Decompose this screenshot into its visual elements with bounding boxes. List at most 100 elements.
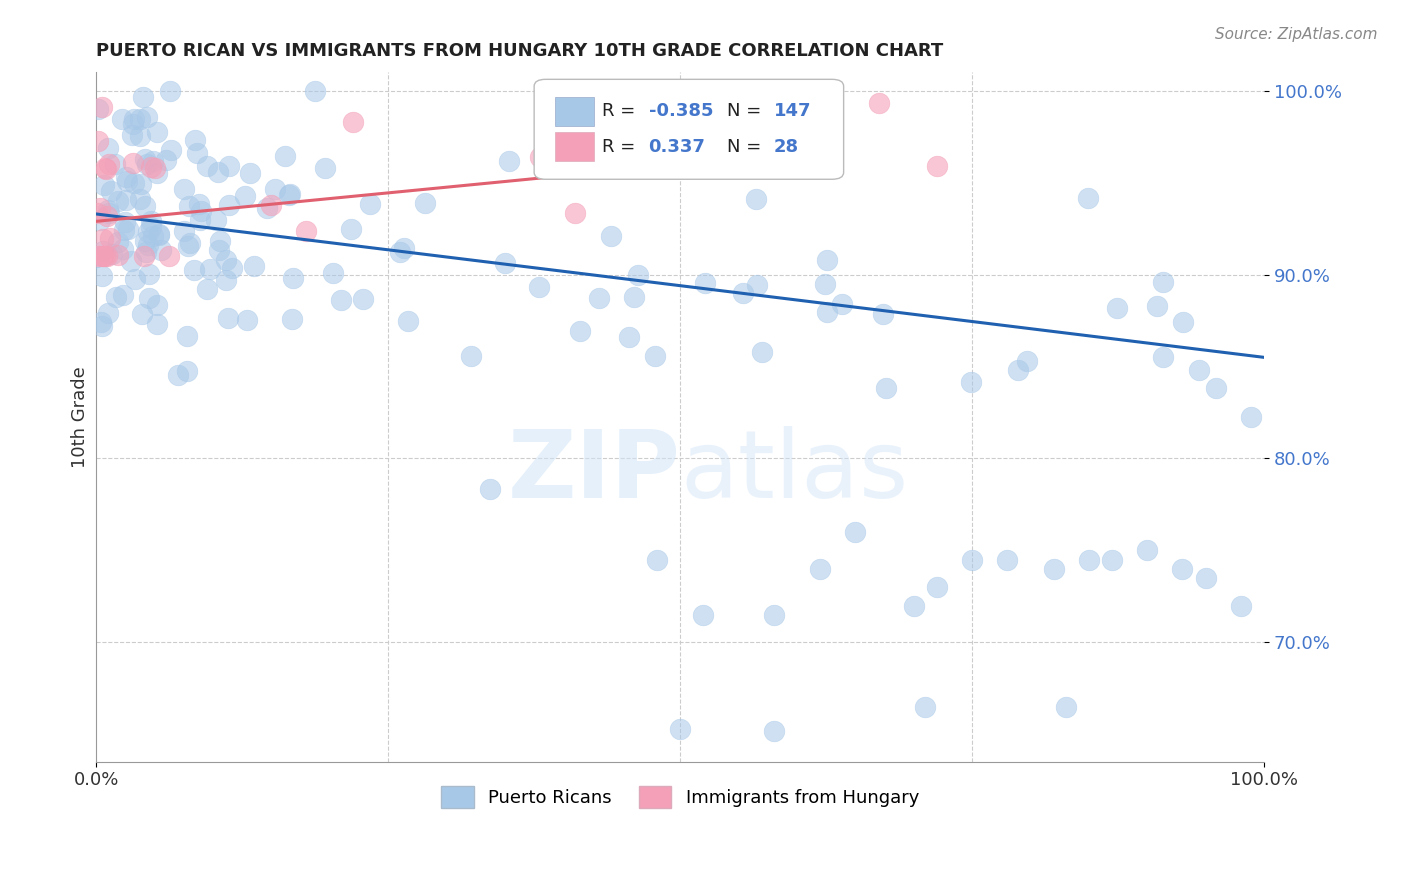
Point [98,157,121,171]
Point [104,156,127,170]
Point [1054,699,1077,714]
Point [233,189,256,203]
Point [1101,552,1123,566]
Point [91,100,114,114]
Point [129,177,152,191]
Point [1043,562,1066,576]
Point [97,202,120,217]
Point [142,229,165,244]
Point [263,182,285,196]
Point [136,237,159,252]
Point [173,182,195,196]
Point [91,232,114,246]
Point [190,204,212,219]
Text: atlas: atlas [681,426,908,518]
Point [97,305,120,319]
Point [138,225,160,239]
Point [529,150,551,164]
Point [87,134,110,148]
Point [128,129,150,144]
Point [107,194,129,209]
Point [875,381,897,395]
Text: R =: R = [602,138,641,156]
Point [588,292,610,306]
Point [176,364,198,378]
Point [148,227,170,242]
Point [159,84,181,98]
Text: R =: R = [602,102,641,120]
Point [600,229,623,244]
Point [218,160,240,174]
Point [1152,275,1174,289]
Point [1195,571,1218,585]
Point [330,293,353,308]
Point [139,220,162,235]
Point [388,245,411,260]
Point [186,146,208,161]
Point [111,112,134,126]
Point [242,259,264,273]
Point [494,256,516,270]
Point [100,184,122,198]
Point [731,285,754,300]
Point [396,314,419,328]
Point [96,209,118,223]
Point [120,254,142,268]
Point [413,195,436,210]
Point [815,252,838,267]
Point [84,250,107,264]
Point [498,153,520,168]
Point [1017,353,1039,368]
Point [97,141,120,155]
Point [90,249,112,263]
Point [135,244,157,259]
Point [221,261,243,276]
Point [872,307,894,321]
Point [91,249,114,263]
Point [745,192,768,206]
Point [141,160,163,174]
Point [342,114,364,128]
Point [218,198,240,212]
Point [1240,410,1263,425]
Point [627,268,650,282]
Point [619,330,641,344]
Point [173,224,195,238]
FancyBboxPatch shape [555,132,593,161]
Point [93,249,115,263]
Point [925,580,948,594]
Point [94,161,117,176]
Point [117,222,139,236]
Point [134,199,156,213]
Point [208,234,231,248]
Point [184,133,207,147]
Y-axis label: 10th Grade: 10th Grade [72,367,89,468]
Point [1188,363,1211,377]
Point [278,187,301,202]
Point [89,201,111,215]
Point [960,552,983,566]
Point [1171,562,1194,576]
Point [104,290,127,304]
Point [1136,543,1159,558]
Point [148,228,170,243]
Point [529,280,551,294]
Text: 28: 28 [773,138,799,156]
Point [134,152,156,166]
Point [359,197,381,211]
Point [274,149,297,163]
Point [1146,299,1168,313]
Point [460,349,482,363]
Point [1077,552,1099,566]
Point [136,110,159,124]
Point [645,552,668,566]
Point [198,261,221,276]
Point [150,243,173,257]
Point [141,213,163,227]
Point [146,165,169,179]
Point [183,263,205,277]
Point [352,293,374,307]
Point [751,345,773,359]
Point [747,277,769,292]
Point [122,117,145,131]
